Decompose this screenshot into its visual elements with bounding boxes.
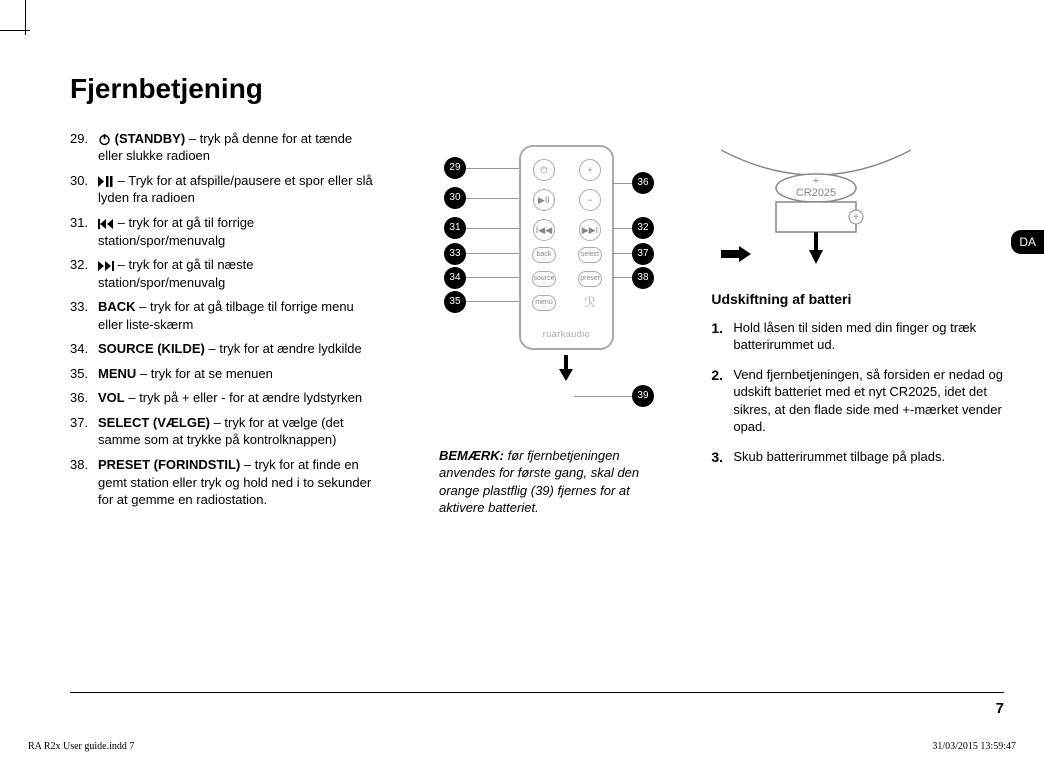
footer-left: RA R2x User guide.indd 7	[28, 740, 134, 754]
diagram-column: ⏻ + ▶II − I◀◀ ▶▶I back select source pre…	[405, 130, 684, 517]
note-text: BEMÆRK: før fjernbetjeningen anvendes fo…	[439, 447, 649, 517]
callout-38: 38	[632, 267, 654, 289]
btn-playpause: ▶II	[533, 189, 555, 211]
list-item: 33.BACK – tryk for at gå tilbage til for…	[70, 298, 377, 333]
playpause-icon	[98, 176, 114, 187]
btn-voldn: −	[579, 189, 601, 211]
list-item: 2.Vend fjernbetjeningen, så forsiden er …	[711, 366, 1004, 436]
list-item: 36.VOL – tryk på + eller - for at ændre …	[70, 389, 377, 407]
btn-prev: I◀◀	[533, 219, 555, 241]
btn-menu: menu	[532, 295, 556, 311]
btn-standby: ⏻	[533, 159, 555, 181]
btn-volup: +	[579, 159, 601, 181]
page-title: Fjernbetjening	[70, 70, 1004, 108]
crop-mark-v	[25, 0, 26, 35]
list-item: 38.PRESET (FORINDSTIL) – tryk for at fin…	[70, 456, 377, 509]
logo-icon: ℛ	[578, 293, 602, 313]
callout-31: 31	[444, 217, 466, 239]
remote-functions-column: 29. (STANDBY) – tryk på denne for at tæn…	[70, 130, 377, 517]
btn-next: ▶▶I	[579, 219, 601, 241]
prev-icon	[98, 219, 114, 229]
battery-steps: 1.Hold låsen til siden med din finger og…	[711, 319, 1004, 466]
list-item: 34.SOURCE (KILDE) – tryk for at ændre ly…	[70, 340, 377, 358]
callout-34: 34	[444, 267, 466, 289]
power-icon	[98, 133, 111, 146]
list-item: 3.Skub batterirummet tilbage på plads.	[711, 448, 1004, 466]
list-item: 31. – tryk for at gå til forrige station…	[70, 214, 377, 249]
callout-39: 39	[632, 385, 654, 407]
callout-35: 35	[444, 291, 466, 313]
svg-text:+: +	[813, 175, 819, 187]
btn-select: select	[578, 247, 602, 263]
callout-32: 32	[632, 217, 654, 239]
footer-right: 31/03/2015 13:59:47	[932, 740, 1016, 754]
list-item: 32. – tryk for at gå til næste station/s…	[70, 256, 377, 291]
btn-back: back	[532, 247, 556, 263]
tab-arrow-icon	[559, 355, 573, 381]
callout-33: 33	[444, 243, 466, 265]
remote-outline: ⏻ + ▶II − I◀◀ ▶▶I back select source pre…	[519, 145, 614, 350]
brand-label: ruarkaudio	[521, 328, 612, 340]
callout-36: 36	[632, 172, 654, 194]
list-item: 37.SELECT (VÆLGE) – tryk for at vælge (d…	[70, 414, 377, 449]
next-icon	[98, 261, 114, 271]
list-item: 1.Hold låsen til siden med din finger og…	[711, 319, 1004, 354]
btn-source: source	[532, 271, 556, 287]
page-number: 7	[70, 692, 1004, 719]
list-item: 29. (STANDBY) – tryk på denne for at tæn…	[70, 130, 377, 165]
remote-list: 29. (STANDBY) – tryk på denne for at tæn…	[70, 130, 377, 509]
battery-label: CR2025	[796, 187, 836, 199]
callout-30: 30	[444, 187, 466, 209]
page-content: DA Fjernbetjening 29. (STANDBY) – tryk p…	[70, 70, 1004, 717]
battery-subtitle: Udskiftning af batteri	[711, 290, 1004, 309]
svg-text:+: +	[853, 212, 859, 223]
battery-column: + CR2025 + Udskiftning af batteri 1.Hold…	[711, 130, 1004, 517]
callout-29: 29	[444, 157, 466, 179]
remote-diagram: ⏻ + ▶II − I◀◀ ▶▶I back select source pre…	[414, 145, 674, 425]
btn-preset: preset	[578, 271, 602, 287]
list-item: 35.MENU – tryk for at se menuen	[70, 365, 377, 383]
language-tab: DA	[1011, 230, 1044, 254]
list-item: 30. – Tryk for at afspille/pausere et sp…	[70, 172, 377, 207]
callout-37: 37	[632, 243, 654, 265]
battery-diagram: + CR2025 +	[711, 140, 921, 270]
